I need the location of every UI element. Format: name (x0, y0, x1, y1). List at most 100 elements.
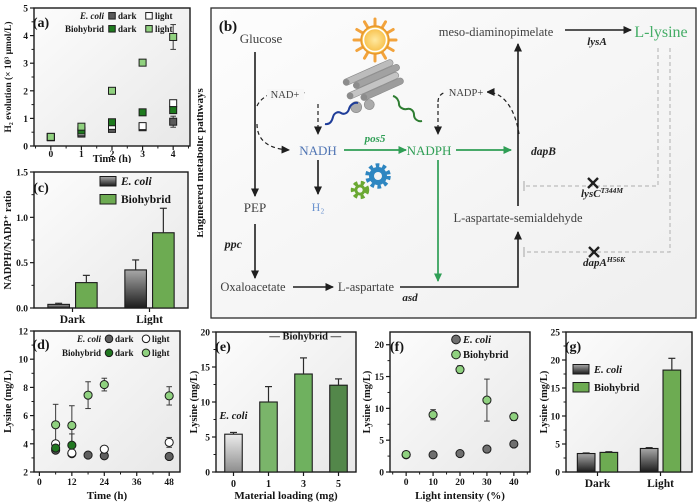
x-axis-label: Time (h) (87, 490, 128, 502)
gear-hole (374, 172, 382, 180)
data-point-square (145, 25, 153, 33)
panel-f-chart: 0 5 10 15 20 0 10 20 30 40 Light intensity (%) Lysi… (362, 331, 531, 502)
annotation: — Biohybrid — (268, 332, 341, 343)
x-tick-label: 48 (164, 478, 174, 488)
node-label-ppc: ppc (224, 237, 243, 251)
panel-letter: (b) (219, 19, 237, 35)
x-tick-label: 0 (48, 150, 53, 160)
panel-letter: (e) (215, 340, 231, 355)
y-axis-label: H₂ evolution (× 10³ μmol/L) (3, 22, 14, 133)
y-tick-label: 4 (23, 32, 28, 42)
gear-icon (365, 163, 391, 189)
blue-polymer-squiggle (324, 101, 359, 126)
legend-swatch (572, 382, 590, 393)
legend-label: dark (115, 348, 134, 358)
x-tick-label: 12 (67, 478, 77, 488)
data-point-square (169, 99, 178, 108)
data-point-circle (482, 444, 492, 454)
data-point-circle (428, 410, 438, 420)
y-tick-label: 12 (19, 328, 29, 338)
gear-icon (350, 180, 370, 200)
label-underlay (267, 89, 304, 100)
cofactor-dashed-arrow (256, 123, 290, 154)
sun-ray (363, 51, 369, 60)
data-point-circle (67, 448, 77, 458)
sun-ring (362, 27, 388, 53)
data-point-circle (83, 390, 93, 400)
x-tick-label: 30 (482, 478, 492, 488)
y-tick-label: 0 (205, 469, 210, 479)
x-axis-label: Material loading (mg) (234, 490, 338, 502)
y-tick-label: 3 (23, 60, 28, 70)
nanorod-cap (347, 92, 354, 99)
node-label-nadph: NADPH (407, 143, 452, 158)
node-label-h2: H₂ (312, 200, 325, 214)
panel-letter: (g) (565, 340, 582, 355)
node-label-nadp_plus: NADP+ (449, 88, 484, 99)
x-tick-label: 4 (171, 150, 176, 160)
panel-g-chart: 0 5 10 15 20 25 Dark Light Lysine (mg/L) (g) E. co… (539, 329, 693, 490)
x-tick-label: 3 (140, 150, 145, 160)
data-point-circle (451, 334, 461, 345)
sun-ray (381, 20, 387, 29)
y-tick-label: 10 (375, 405, 385, 415)
y-tick-label: 5 (205, 434, 210, 444)
data-point-circle (51, 443, 61, 453)
x-tick-label: 40 (509, 478, 519, 488)
data-point-square (145, 12, 153, 20)
nanorod-cap (343, 78, 350, 86)
bar (294, 373, 313, 473)
nanoparticle (363, 99, 375, 110)
y-tick-label: 10 (19, 356, 29, 366)
y-tick-label: 1.0 (16, 214, 28, 224)
data-point-circle (67, 440, 77, 450)
bar (259, 401, 278, 473)
x-category-label: Light (136, 314, 163, 325)
node-label-nad_plus: NAD+ (271, 90, 300, 101)
y-axis-label: NADPH/NADP⁺ ratio (3, 190, 14, 289)
panel-letter: (a) (33, 16, 50, 31)
sun-ray (386, 46, 395, 52)
bar-E. coli (47, 303, 70, 309)
gear-teeth (350, 180, 370, 200)
x-category-label: 5 (336, 479, 341, 490)
data-point-circle (401, 449, 411, 460)
annotation: E. coli (219, 411, 248, 422)
data-point-square (108, 12, 116, 20)
panel-f-light-intensity-chart: 0 5 10 15 20 0 10 20 30 40 Light intensity (%) Lysi… (359, 325, 536, 504)
pathway-diagram: Engineered metabolic pathways (b)Glucose N… (194, 7, 697, 319)
legend-label: light (152, 334, 170, 344)
node-label-l_aspartate_semialdehyde: L-aspartate-semialdehyde (453, 211, 583, 225)
y-axis-label: Lysine (mg/L) (362, 370, 373, 433)
bar-Biohybrid (152, 232, 175, 309)
nanorod (360, 77, 404, 101)
y-axis-label: Lysine (mg/L) (3, 370, 14, 433)
data-point-circle (164, 391, 174, 401)
bar (224, 433, 243, 473)
x-tick-label: 36 (132, 478, 142, 488)
data-point-circle (509, 439, 519, 449)
y-axis-label: Lysine (mg/L) (189, 370, 200, 433)
y-tick-label: 20 (551, 357, 561, 367)
panel-b-metabolic-pathway-diagram: Engineered metabolic pathways (b) Glucose N… (194, 0, 700, 325)
panel-g-dark-light-chart: 0 5 10 15 20 25 Dark Light Lysine (mg/L) (g) E. co… (536, 325, 700, 504)
x-axis-label: Time (h) (93, 154, 132, 163)
legend-label: dark (118, 11, 137, 21)
diagram-border (210, 7, 697, 319)
data-point-circle (67, 420, 77, 431)
x-category-label: Dark (585, 478, 611, 490)
y-tick-label: 10 (201, 399, 211, 409)
node-label-lysA: lysA (587, 36, 607, 48)
panel-a-chart: 0 1 2 3 4 5 0 1 2 3 4 Time (h) H₂ evolution (× 10³ μ… (3, 5, 191, 165)
legend-label: Biohybrid (594, 383, 640, 394)
node-label-nadh: NADH (299, 143, 337, 158)
y-tick-label: 0 (23, 143, 28, 153)
y-axis-label: Lysine (mg/L) (539, 370, 550, 433)
node-label-asd: asd (402, 292, 418, 304)
sun-ray (386, 28, 395, 34)
x-tick-label: 0 (37, 478, 42, 488)
bar-Biohybrid (599, 451, 619, 473)
label-underlay (446, 87, 487, 98)
